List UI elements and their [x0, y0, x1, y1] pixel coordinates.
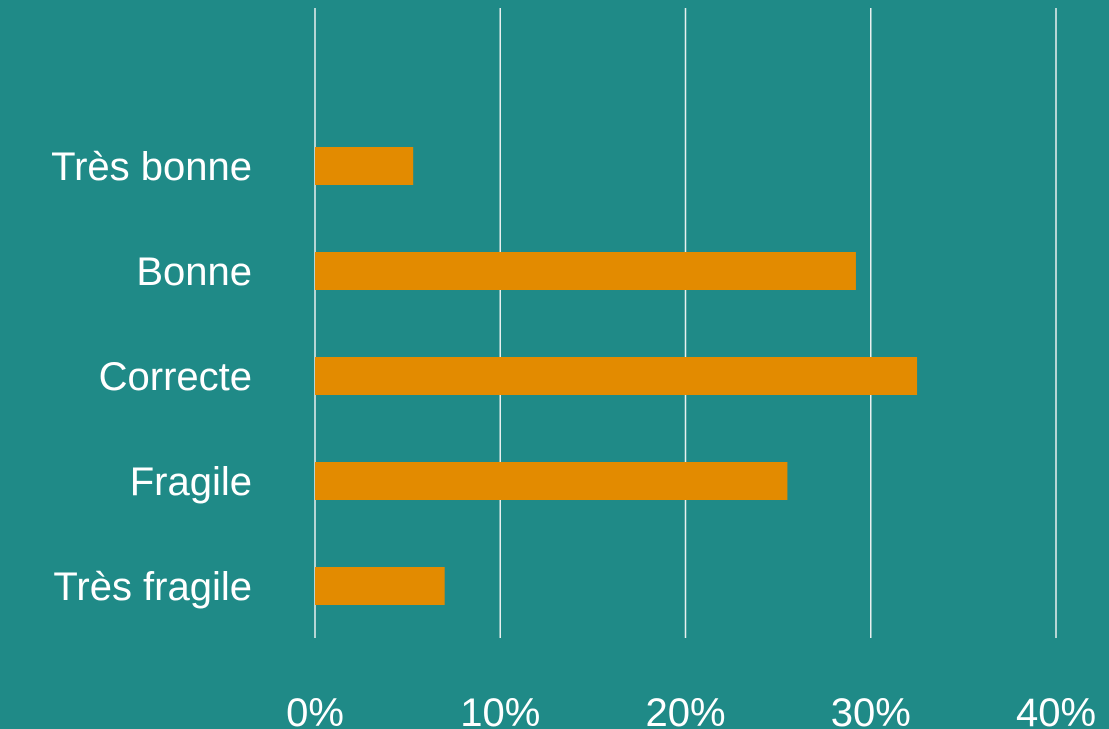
x-tick-label: 0%: [286, 691, 344, 729]
x-tick-label: 30%: [831, 691, 911, 729]
bars: [315, 147, 918, 605]
gridlines: [314, 8, 1057, 638]
x-axis-tick-labels: 0% 10% 20% 30% 40%: [286, 691, 1096, 729]
bar: [315, 357, 918, 395]
x-tick-label: 40%: [1016, 691, 1096, 729]
bar: [315, 252, 856, 290]
category-label: Correcte: [99, 355, 252, 399]
x-tick-label: 10%: [460, 691, 540, 729]
category-label: Bonne: [136, 250, 252, 294]
category-labels: Très bonne Bonne Correcte Fragile Très fragi…: [51, 145, 252, 609]
category-label: Très bonne: [51, 145, 252, 189]
bar: [315, 462, 788, 500]
bar: [315, 567, 445, 605]
category-label: Fragile: [130, 460, 252, 504]
x-tick-label: 20%: [645, 691, 725, 729]
category-label: Très fragile: [53, 565, 252, 609]
bar: [315, 147, 414, 185]
